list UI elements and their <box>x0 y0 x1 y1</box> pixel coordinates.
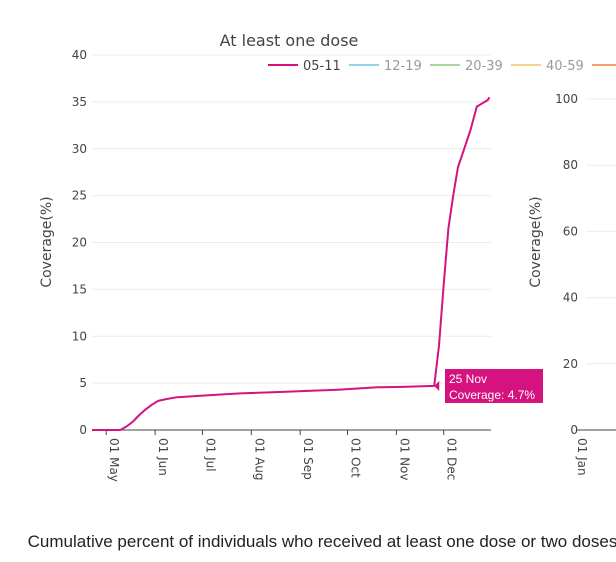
y-tick-label: 15 <box>72 282 87 296</box>
right-y-tick-label: 60 <box>563 224 578 238</box>
x-tick-label: 01 May <box>107 438 121 482</box>
figure-caption: Cumulative percent of individuals who re… <box>27 532 616 551</box>
legend-label: 20-39 <box>465 59 503 74</box>
y-tick-label: 10 <box>72 329 87 343</box>
y-tick-label: 25 <box>72 189 87 203</box>
right-y-tick-label: 80 <box>563 158 578 172</box>
chart-title: At least one dose <box>220 31 359 50</box>
x-tick-label: 01 Jul <box>203 438 217 472</box>
right-y-tick-label: 0 <box>570 423 578 437</box>
y-axis-title: Coverage(%) <box>39 196 55 287</box>
right-x-tick-label: 01 Jan <box>575 438 589 476</box>
tooltip-box <box>445 369 543 403</box>
x-tick-label: 01 Aug <box>252 438 266 481</box>
legend-label: 12-19 <box>384 59 422 74</box>
right-y-tick-label: 40 <box>563 291 578 305</box>
right-y-axis-title: Coverage(%) <box>528 196 544 287</box>
legend-label: 40-59 <box>546 59 584 74</box>
hover-tooltip: 25 Nov Coverage: 4.7% 05-11 <box>434 369 578 403</box>
y-tick-label: 0 <box>79 423 87 437</box>
legend-item-60+[interactable]: 60+ <box>592 59 616 74</box>
x-tick-label: 01 Oct <box>348 438 362 478</box>
y-tick-label: 5 <box>79 376 87 390</box>
left-chart: At least one dose 0 5 10 15 20 25 30 35 40 01 Ma… <box>39 31 491 482</box>
x-tick-label: 01 Jun <box>156 438 170 476</box>
y-tick-label: 30 <box>72 142 87 156</box>
legend-item-20-39[interactable]: 20-39 <box>430 59 503 74</box>
y-tick-label: 20 <box>72 236 87 250</box>
legend-label: 05-11 <box>303 59 341 74</box>
tooltip-value: Coverage: 4.7% <box>449 388 535 402</box>
x-tick-label: 01 Nov <box>397 438 411 481</box>
legend: 05-11 12-19 20-39 40-59 60+ <box>268 59 616 74</box>
y-tick-label: 40 <box>72 48 87 62</box>
x-tick-label: 01 Sep <box>301 438 315 480</box>
x-tick-label: 01 Dec <box>445 438 459 480</box>
legend-item-40-59[interactable]: 40-59 <box>511 59 584 74</box>
tooltip-arrow <box>434 380 440 391</box>
tooltip-date: 25 Nov <box>449 372 487 386</box>
right-y-tick-label: 100 <box>555 92 578 106</box>
right-y-tick-label: 20 <box>563 357 578 371</box>
right-chart: 0 20 40 60 80 100 01 Jan Coverage(%) <box>528 92 616 476</box>
legend-item-05-11[interactable]: 05-11 <box>268 59 341 74</box>
legend-item-12-19[interactable]: 12-19 <box>349 59 422 74</box>
y-tick-label: 35 <box>72 95 87 109</box>
tooltip-series-name: 05-11 <box>548 372 578 386</box>
series-line-05-11[interactable] <box>92 96 491 431</box>
